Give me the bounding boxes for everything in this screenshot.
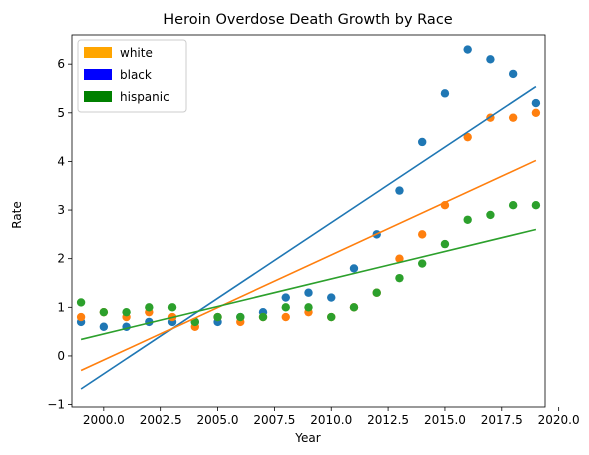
data-point bbox=[440, 89, 450, 98]
plot-area bbox=[76, 45, 541, 390]
data-point bbox=[258, 312, 268, 322]
x-axis: 2000.0 2002.5 2005.0 2007.5 2010.0 2012.5 2015… bbox=[83, 407, 580, 427]
data-point bbox=[145, 303, 154, 312]
data-point bbox=[327, 293, 336, 302]
data-point bbox=[236, 312, 245, 322]
data-point bbox=[99, 307, 109, 317]
data-point bbox=[349, 264, 359, 273]
data-point bbox=[304, 288, 313, 297]
y-tick-label: 0 bbox=[57, 349, 65, 363]
data-point bbox=[531, 201, 541, 210]
legend: white black hispanic bbox=[77, 39, 187, 113]
y-tick-label: 2 bbox=[57, 252, 65, 266]
y-tick-label: 1 bbox=[57, 300, 65, 314]
data-point bbox=[327, 312, 336, 322]
data-point bbox=[213, 312, 222, 322]
x-tick-label: 2015.0 bbox=[424, 413, 466, 427]
data-point bbox=[508, 69, 518, 79]
legend-swatch bbox=[84, 69, 112, 80]
legend-label: black bbox=[120, 68, 152, 82]
trend-line bbox=[80, 85, 537, 390]
trend-line bbox=[80, 228, 537, 341]
data-point bbox=[463, 215, 472, 224]
data-point bbox=[122, 307, 131, 317]
y-tick-label: 3 bbox=[57, 203, 65, 217]
data-point bbox=[508, 201, 518, 210]
y-axis-label: Rate bbox=[10, 201, 24, 229]
chart-title: Heroin Overdose Death Growth by Race bbox=[163, 12, 453, 28]
data-point bbox=[418, 259, 427, 268]
y-tick-label: −1 bbox=[47, 398, 65, 412]
data-point bbox=[395, 254, 404, 263]
data-point bbox=[281, 303, 290, 312]
x-tick-label: 2007.5 bbox=[253, 413, 295, 427]
trend-line bbox=[80, 159, 537, 372]
x-tick-label: 2012.5 bbox=[367, 413, 409, 427]
data-point bbox=[281, 293, 290, 302]
legend-label: hispanic bbox=[120, 90, 170, 104]
data-point bbox=[167, 303, 177, 312]
y-axis: −1 0 1 2 3 4 5 6 bbox=[47, 57, 72, 412]
legend-swatch bbox=[84, 91, 112, 102]
x-tick-label: 2010.0 bbox=[310, 413, 352, 427]
y-tick-label: 6 bbox=[57, 57, 65, 71]
data-point bbox=[99, 322, 109, 331]
x-tick-label: 2000.0 bbox=[83, 413, 125, 427]
data-point bbox=[418, 137, 427, 147]
data-point bbox=[349, 303, 359, 312]
data-point bbox=[281, 312, 290, 322]
data-point bbox=[76, 312, 86, 322]
data-point bbox=[531, 108, 541, 118]
y-tick-label: 4 bbox=[57, 154, 65, 168]
data-point bbox=[395, 273, 404, 283]
data-point bbox=[395, 186, 404, 195]
data-point bbox=[463, 132, 472, 142]
x-axis-label: Year bbox=[294, 431, 320, 445]
axes-frame bbox=[71, 34, 546, 408]
data-point bbox=[418, 230, 427, 239]
legend-label: white bbox=[120, 46, 153, 60]
data-point bbox=[508, 113, 518, 122]
x-tick-label: 2020.0 bbox=[538, 413, 580, 427]
legend-swatch bbox=[84, 47, 112, 58]
x-tick-label: 2017.5 bbox=[481, 413, 523, 427]
data-point bbox=[486, 55, 495, 64]
x-tick-label: 2002.5 bbox=[140, 413, 182, 427]
x-tick-label: 2005.0 bbox=[197, 413, 239, 427]
data-point bbox=[372, 288, 381, 297]
data-point bbox=[463, 45, 472, 54]
data-point bbox=[304, 303, 313, 312]
data-point bbox=[440, 239, 450, 249]
data-point bbox=[486, 210, 495, 220]
data-point bbox=[76, 298, 86, 307]
data-point bbox=[531, 98, 541, 108]
y-tick-label: 5 bbox=[57, 106, 65, 120]
